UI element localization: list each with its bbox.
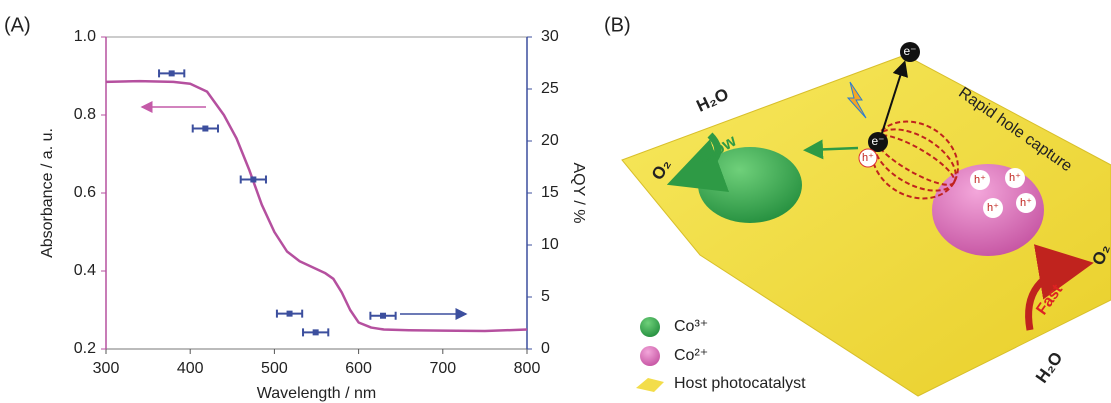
y-tick-label: 0.4: [74, 262, 96, 279]
hole-label: h⁺: [987, 202, 999, 214]
aqy-point: [202, 125, 209, 132]
legend-label: Co²⁺: [674, 347, 708, 364]
hole-label: h⁺: [1020, 197, 1032, 209]
holes: h⁺ h⁺ h⁺ h⁺ h⁺: [858, 148, 1036, 218]
x-tick-label: 700: [429, 360, 456, 377]
y2-tick-label: 30: [541, 28, 559, 45]
x-tick-label: 800: [514, 360, 541, 377]
y2-axis-label: AQY / %: [570, 162, 587, 223]
legend-swatch: [640, 317, 660, 337]
legend-swatch: [640, 346, 660, 366]
aqy-point: [168, 70, 175, 77]
y2-tick-label: 20: [541, 132, 559, 149]
transfer-arrow: [803, 139, 859, 160]
hole-label: h⁺: [862, 152, 874, 164]
water-label: H₂O: [694, 84, 732, 115]
absorbance-line: [105, 79, 528, 333]
slow-arrow: [666, 132, 730, 192]
y2-tick-label: 0: [541, 340, 550, 357]
fast-arrow: [1025, 244, 1094, 331]
electron: [868, 132, 888, 152]
light-bolt: [846, 81, 867, 119]
hole-label: h⁺: [1009, 172, 1021, 184]
panel-label: (A): [4, 14, 31, 36]
diagram: (B) e⁻ e⁻ h⁺ h⁺ h⁺ h⁺ h⁺ H₂O Slow O₂ Rap…: [604, 14, 1111, 397]
aqy-point: [380, 312, 387, 319]
chart: (A) 300 400 500 600 700 800 0.2 0.4 0.6 0.8 1.0 0 5 1…: [4, 14, 587, 402]
legend-label: Host photocatalyst: [674, 375, 806, 392]
y-tick-label: 1.0: [74, 28, 96, 45]
panel-label: (B): [604, 14, 631, 36]
y-tick-label: 0.6: [74, 184, 96, 201]
aqy-point: [312, 329, 319, 336]
excite-arrow: [881, 60, 908, 134]
y2-tick-label: 15: [541, 184, 559, 201]
y-tick-label: 0.8: [74, 106, 96, 123]
hole-label: h⁺: [974, 174, 986, 186]
water-label: H₂O: [1032, 348, 1067, 386]
electron-label: e⁻: [871, 134, 884, 148]
aqy-point: [286, 310, 293, 317]
y-axis-label: Absorbance / a. u.: [39, 128, 56, 258]
x-axis-label: Wavelength / nm: [257, 385, 376, 402]
x-tick-label: 300: [93, 360, 120, 377]
legend-swatch: [636, 378, 664, 392]
x-tick-label: 400: [177, 360, 204, 377]
y2-tick-label: 10: [541, 236, 559, 253]
y-tick-label: 0.2: [74, 340, 96, 357]
oxygen-label: O₂: [1089, 242, 1111, 268]
electron-label: e⁻: [903, 44, 916, 58]
aqy-point: [250, 176, 257, 183]
y2-tick-label: 25: [541, 80, 559, 97]
x-tick-label: 500: [261, 360, 288, 377]
legend-label: Co³⁺: [674, 318, 708, 335]
y2-tick-label: 5: [541, 288, 550, 305]
electron: [900, 42, 920, 62]
x-tick-label: 600: [345, 360, 372, 377]
